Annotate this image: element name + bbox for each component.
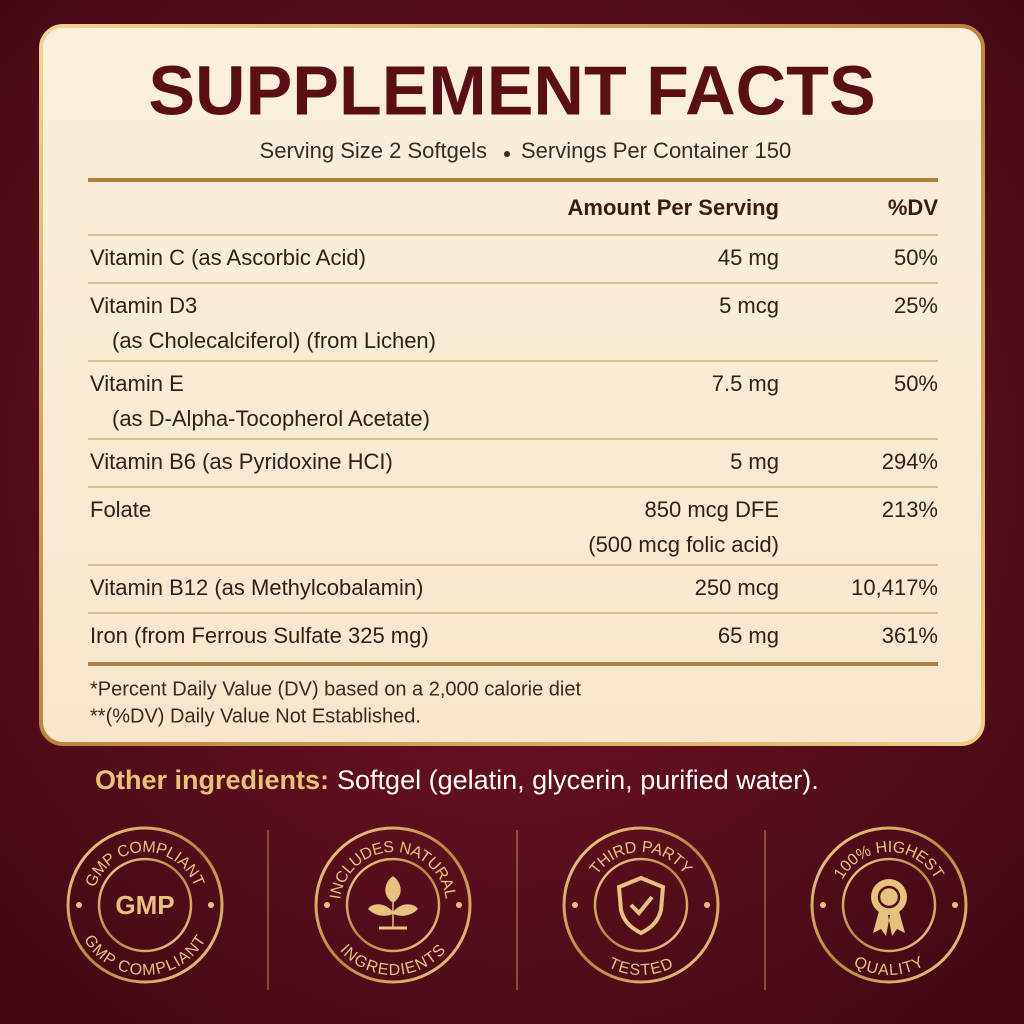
daily-value: 50% — [894, 371, 938, 396]
badge-dot — [324, 902, 330, 908]
servings-per-container: Servings Per Container 150 — [521, 138, 791, 163]
amount: 250 mcg — [695, 575, 779, 600]
bullet — [504, 151, 510, 157]
amount: 65 mg — [718, 623, 779, 648]
badge-dot — [456, 902, 462, 908]
daily-value: 294% — [882, 449, 938, 474]
daily-value: 50% — [894, 245, 938, 270]
daily-value: 25% — [894, 293, 938, 318]
badge-ring — [66, 826, 224, 984]
nutrient-name: Vitamin B6 (as Pyridoxine HCI) — [90, 449, 393, 474]
daily-value: 213% — [882, 497, 938, 522]
badge-dot — [820, 902, 826, 908]
badge-inner-ring — [345, 857, 441, 953]
amount: 45 mg — [718, 245, 779, 270]
medal-inner — [877, 885, 901, 909]
nutrient-name: Vitamin E — [90, 371, 184, 396]
badge-ring — [314, 826, 472, 984]
badge-inner-ring — [97, 857, 193, 953]
badge-dot — [704, 902, 710, 908]
leaf-icon — [368, 876, 418, 927]
badge-inner-ring — [841, 857, 937, 953]
serving-size: Serving Size 2 Softgels — [260, 138, 487, 163]
footnote: *Percent Daily Value (DV) based on a 2,0… — [90, 678, 581, 700]
amount: 5 mcg — [719, 293, 779, 318]
badge-ring — [562, 826, 720, 984]
shield-icon — [616, 875, 666, 936]
amount: 5 mg — [730, 449, 779, 474]
daily-value: 361% — [882, 623, 938, 648]
nutrient-name: Vitamin C (as Ascorbic Acid) — [90, 245, 366, 270]
rule — [88, 178, 938, 182]
nutrient-name: Vitamin B12 (as Methylcobalamin) — [90, 575, 423, 600]
nutrient-name: Iron (from Ferrous Sulfate 325 mg) — [90, 623, 429, 648]
footnote: **(%DV) Daily Value Not Established. — [90, 705, 421, 727]
badge-ring — [810, 826, 968, 984]
amount: (500 mcg folic acid) — [588, 532, 779, 557]
badge-dot — [572, 902, 578, 908]
nutrient-name: Folate — [90, 497, 151, 522]
badge-dot — [208, 902, 214, 908]
nutrient-name: Vitamin D3 — [90, 293, 197, 318]
other-ingredients-text: Softgel (gelatin, glycerin, purified wat… — [337, 765, 819, 795]
badge-inner-ring — [593, 857, 689, 953]
daily-value: 10,417% — [851, 575, 938, 600]
rule — [88, 662, 938, 666]
other-ingredients-label: Other ingredients: — [95, 765, 329, 795]
badge-dot — [952, 902, 958, 908]
table-rows: Vitamin C (as Ascorbic Acid) 45 mg 50% Vita… — [88, 234, 938, 648]
column-header: %DV — [888, 195, 938, 220]
ribbon-icon — [873, 911, 905, 936]
badge-dot — [76, 902, 82, 908]
badge-center-text: GMP — [115, 890, 174, 920]
check-icon — [629, 895, 654, 916]
nutrient-name: (as D-Alpha-Tocopherol Acetate) — [112, 406, 430, 431]
title: SUPPLEMENT FACTS — [148, 51, 875, 129]
medal-icon — [871, 879, 907, 915]
amount: 850 mcg DFE — [645, 497, 780, 522]
amount: 7.5 mg — [712, 371, 779, 396]
other-ingredients: Other ingredients: Softgel (gelatin, glyc… — [95, 765, 819, 795]
column-header: Amount Per Serving — [568, 195, 779, 220]
nutrient-name: (as Cholecalciferol) (from Lichen) — [112, 328, 436, 353]
